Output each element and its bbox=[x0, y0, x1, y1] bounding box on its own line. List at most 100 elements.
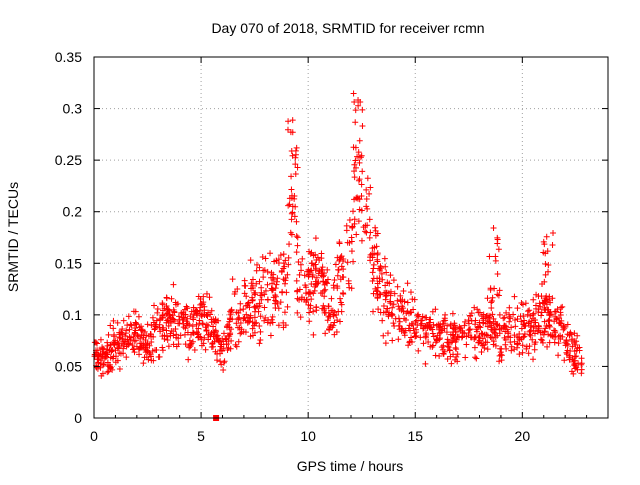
data-point bbox=[546, 311, 553, 318]
data-point bbox=[119, 326, 126, 333]
data-point bbox=[374, 288, 381, 295]
data-point bbox=[385, 313, 392, 320]
data-point bbox=[355, 218, 362, 225]
data-point bbox=[285, 202, 292, 209]
data-point bbox=[484, 295, 491, 302]
data-point bbox=[407, 327, 414, 334]
data-point bbox=[107, 322, 114, 329]
data-point bbox=[259, 253, 266, 260]
data-point bbox=[345, 277, 352, 284]
data-point bbox=[390, 301, 397, 308]
data-point bbox=[333, 329, 340, 336]
data-point bbox=[322, 279, 329, 286]
data-point bbox=[512, 323, 519, 330]
data-point bbox=[417, 334, 424, 341]
data-point bbox=[199, 311, 206, 318]
data-point bbox=[545, 331, 552, 338]
data-point bbox=[430, 342, 437, 349]
data-point bbox=[104, 339, 111, 346]
data-point bbox=[331, 331, 338, 338]
data-point bbox=[125, 313, 132, 320]
data-point bbox=[519, 349, 526, 356]
data-point bbox=[268, 269, 275, 276]
data-point bbox=[261, 304, 268, 311]
data-point bbox=[364, 205, 371, 212]
data-point bbox=[497, 349, 504, 356]
data-point bbox=[328, 295, 335, 302]
data-point bbox=[100, 361, 107, 368]
data-point bbox=[324, 317, 331, 324]
y-tick-label: 0.1 bbox=[63, 307, 83, 323]
data-point bbox=[294, 309, 301, 316]
data-point bbox=[458, 334, 465, 341]
data-point bbox=[219, 335, 226, 342]
data-point bbox=[167, 332, 174, 339]
data-point bbox=[174, 300, 181, 307]
data-point bbox=[392, 315, 399, 322]
data-point bbox=[380, 332, 387, 339]
data-point bbox=[313, 265, 320, 272]
data-point bbox=[140, 340, 147, 347]
data-point bbox=[267, 332, 274, 339]
data-point bbox=[227, 308, 234, 315]
data-point bbox=[338, 263, 345, 270]
data-point bbox=[321, 287, 328, 294]
data-point bbox=[558, 304, 565, 311]
data-point bbox=[182, 341, 189, 348]
data-point bbox=[327, 321, 334, 328]
data-point bbox=[374, 258, 381, 265]
data-point bbox=[287, 229, 294, 236]
data-point bbox=[399, 296, 406, 303]
data-point bbox=[253, 280, 260, 287]
data-point bbox=[351, 174, 358, 181]
data-point bbox=[233, 343, 240, 350]
data-point bbox=[355, 195, 362, 202]
data-point bbox=[112, 359, 119, 366]
data-point bbox=[277, 252, 284, 259]
data-point bbox=[116, 366, 123, 373]
data-point bbox=[468, 334, 475, 341]
data-point bbox=[435, 321, 442, 328]
data-point bbox=[109, 366, 116, 373]
data-point bbox=[292, 161, 299, 168]
data-point bbox=[545, 317, 552, 324]
data-point bbox=[204, 313, 211, 320]
data-point bbox=[462, 318, 469, 325]
data-point bbox=[181, 314, 188, 321]
data-point bbox=[152, 346, 159, 353]
data-point bbox=[306, 309, 313, 316]
data-point bbox=[518, 336, 525, 343]
data-point bbox=[258, 292, 265, 299]
data-point bbox=[225, 344, 232, 351]
data-point bbox=[478, 340, 485, 347]
data-point bbox=[249, 294, 256, 301]
data-point bbox=[257, 336, 264, 343]
data-point bbox=[492, 257, 499, 264]
data-point bbox=[126, 326, 133, 333]
data-point bbox=[104, 351, 111, 358]
data-point bbox=[350, 208, 357, 215]
data-point bbox=[463, 341, 470, 348]
data-point bbox=[411, 333, 418, 340]
data-point bbox=[538, 312, 545, 319]
data-point bbox=[545, 309, 552, 316]
data-point bbox=[374, 294, 381, 301]
data-point bbox=[454, 358, 461, 365]
data-point bbox=[406, 322, 413, 329]
data-point bbox=[130, 308, 137, 315]
data-point bbox=[123, 327, 130, 334]
data-point bbox=[293, 277, 300, 284]
data-point bbox=[330, 313, 337, 320]
data-point bbox=[251, 329, 258, 336]
data-point bbox=[488, 299, 495, 306]
data-point bbox=[262, 255, 269, 262]
data-point bbox=[302, 290, 309, 297]
data-point bbox=[443, 329, 450, 336]
data-point bbox=[372, 224, 379, 231]
data-point bbox=[216, 337, 223, 344]
data-point bbox=[245, 299, 252, 306]
data-point bbox=[500, 315, 507, 322]
data-point bbox=[396, 318, 403, 325]
data-point bbox=[506, 304, 513, 311]
